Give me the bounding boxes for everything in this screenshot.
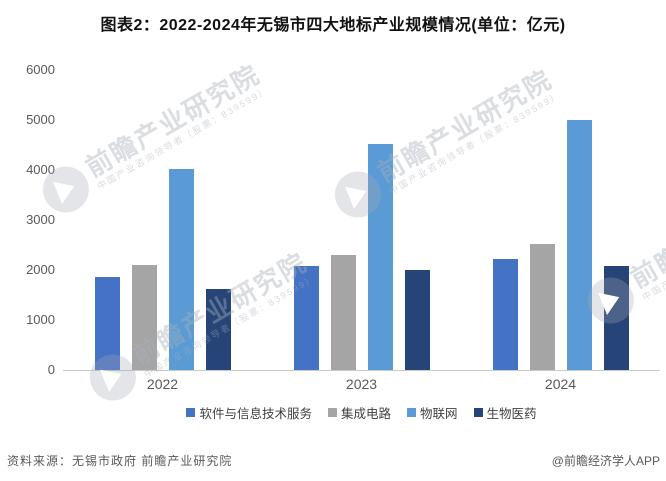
legend-marker-icon xyxy=(473,407,483,417)
legend-item: 物联网 xyxy=(407,403,458,422)
bar xyxy=(168,169,194,370)
bar xyxy=(529,243,555,370)
bar-group xyxy=(492,119,629,370)
legend-label: 软件与信息技术服务 xyxy=(199,406,312,421)
bar xyxy=(330,255,356,370)
legend-item: 集成电路 xyxy=(327,403,391,422)
chart-title: 图表2：2022-2024年无锡市四大地标产业规模情况(单位：亿元) xyxy=(100,17,566,34)
legend-item: 软件与信息技术服务 xyxy=(186,403,312,422)
legend-item: 生物医药 xyxy=(473,403,537,422)
legend-marker-icon xyxy=(186,407,196,417)
bar xyxy=(404,270,430,370)
x-axis-label: 2023 xyxy=(345,376,378,392)
y-tick-label: 2000 xyxy=(26,262,55,277)
bar xyxy=(94,276,120,370)
y-tick-label: 5000 xyxy=(26,112,55,127)
x-axis-line xyxy=(63,370,660,371)
bar xyxy=(293,266,319,370)
bar xyxy=(566,119,592,370)
source-note: 资料来源：无锡市政府 前瞻产业研究院 xyxy=(7,454,233,468)
legend-marker-icon xyxy=(327,407,337,417)
bar-group xyxy=(293,144,430,370)
legend-marker-icon xyxy=(407,407,416,417)
bar xyxy=(205,288,231,370)
x-axis-label: 2022 xyxy=(146,376,179,392)
bar xyxy=(603,266,629,370)
y-axis: 0 1000 2000 3000 4000 5000 6000 xyxy=(0,62,55,377)
plot-area: 2022 2023 2024 xyxy=(63,70,660,392)
bar-group xyxy=(94,169,231,370)
bar xyxy=(492,258,518,370)
legend-label: 集成电路 xyxy=(340,406,391,421)
y-tick-label: 0 xyxy=(47,362,55,377)
legend: 软件与信息技术服务 集成电路 物联网 生物医药 xyxy=(63,403,660,421)
legend-label: 物联网 xyxy=(420,406,458,421)
credit-note: @前瞻经济学人APP xyxy=(551,454,660,468)
bar xyxy=(131,265,157,370)
legend-label: 生物医药 xyxy=(486,406,537,421)
y-tick-label: 6000 xyxy=(26,62,55,77)
y-tick-label: 4000 xyxy=(26,162,55,177)
x-axis-label: 2024 xyxy=(544,376,577,392)
y-tick-label: 3000 xyxy=(26,212,55,227)
bar xyxy=(367,144,393,370)
y-tick-label: 1000 xyxy=(26,312,55,327)
